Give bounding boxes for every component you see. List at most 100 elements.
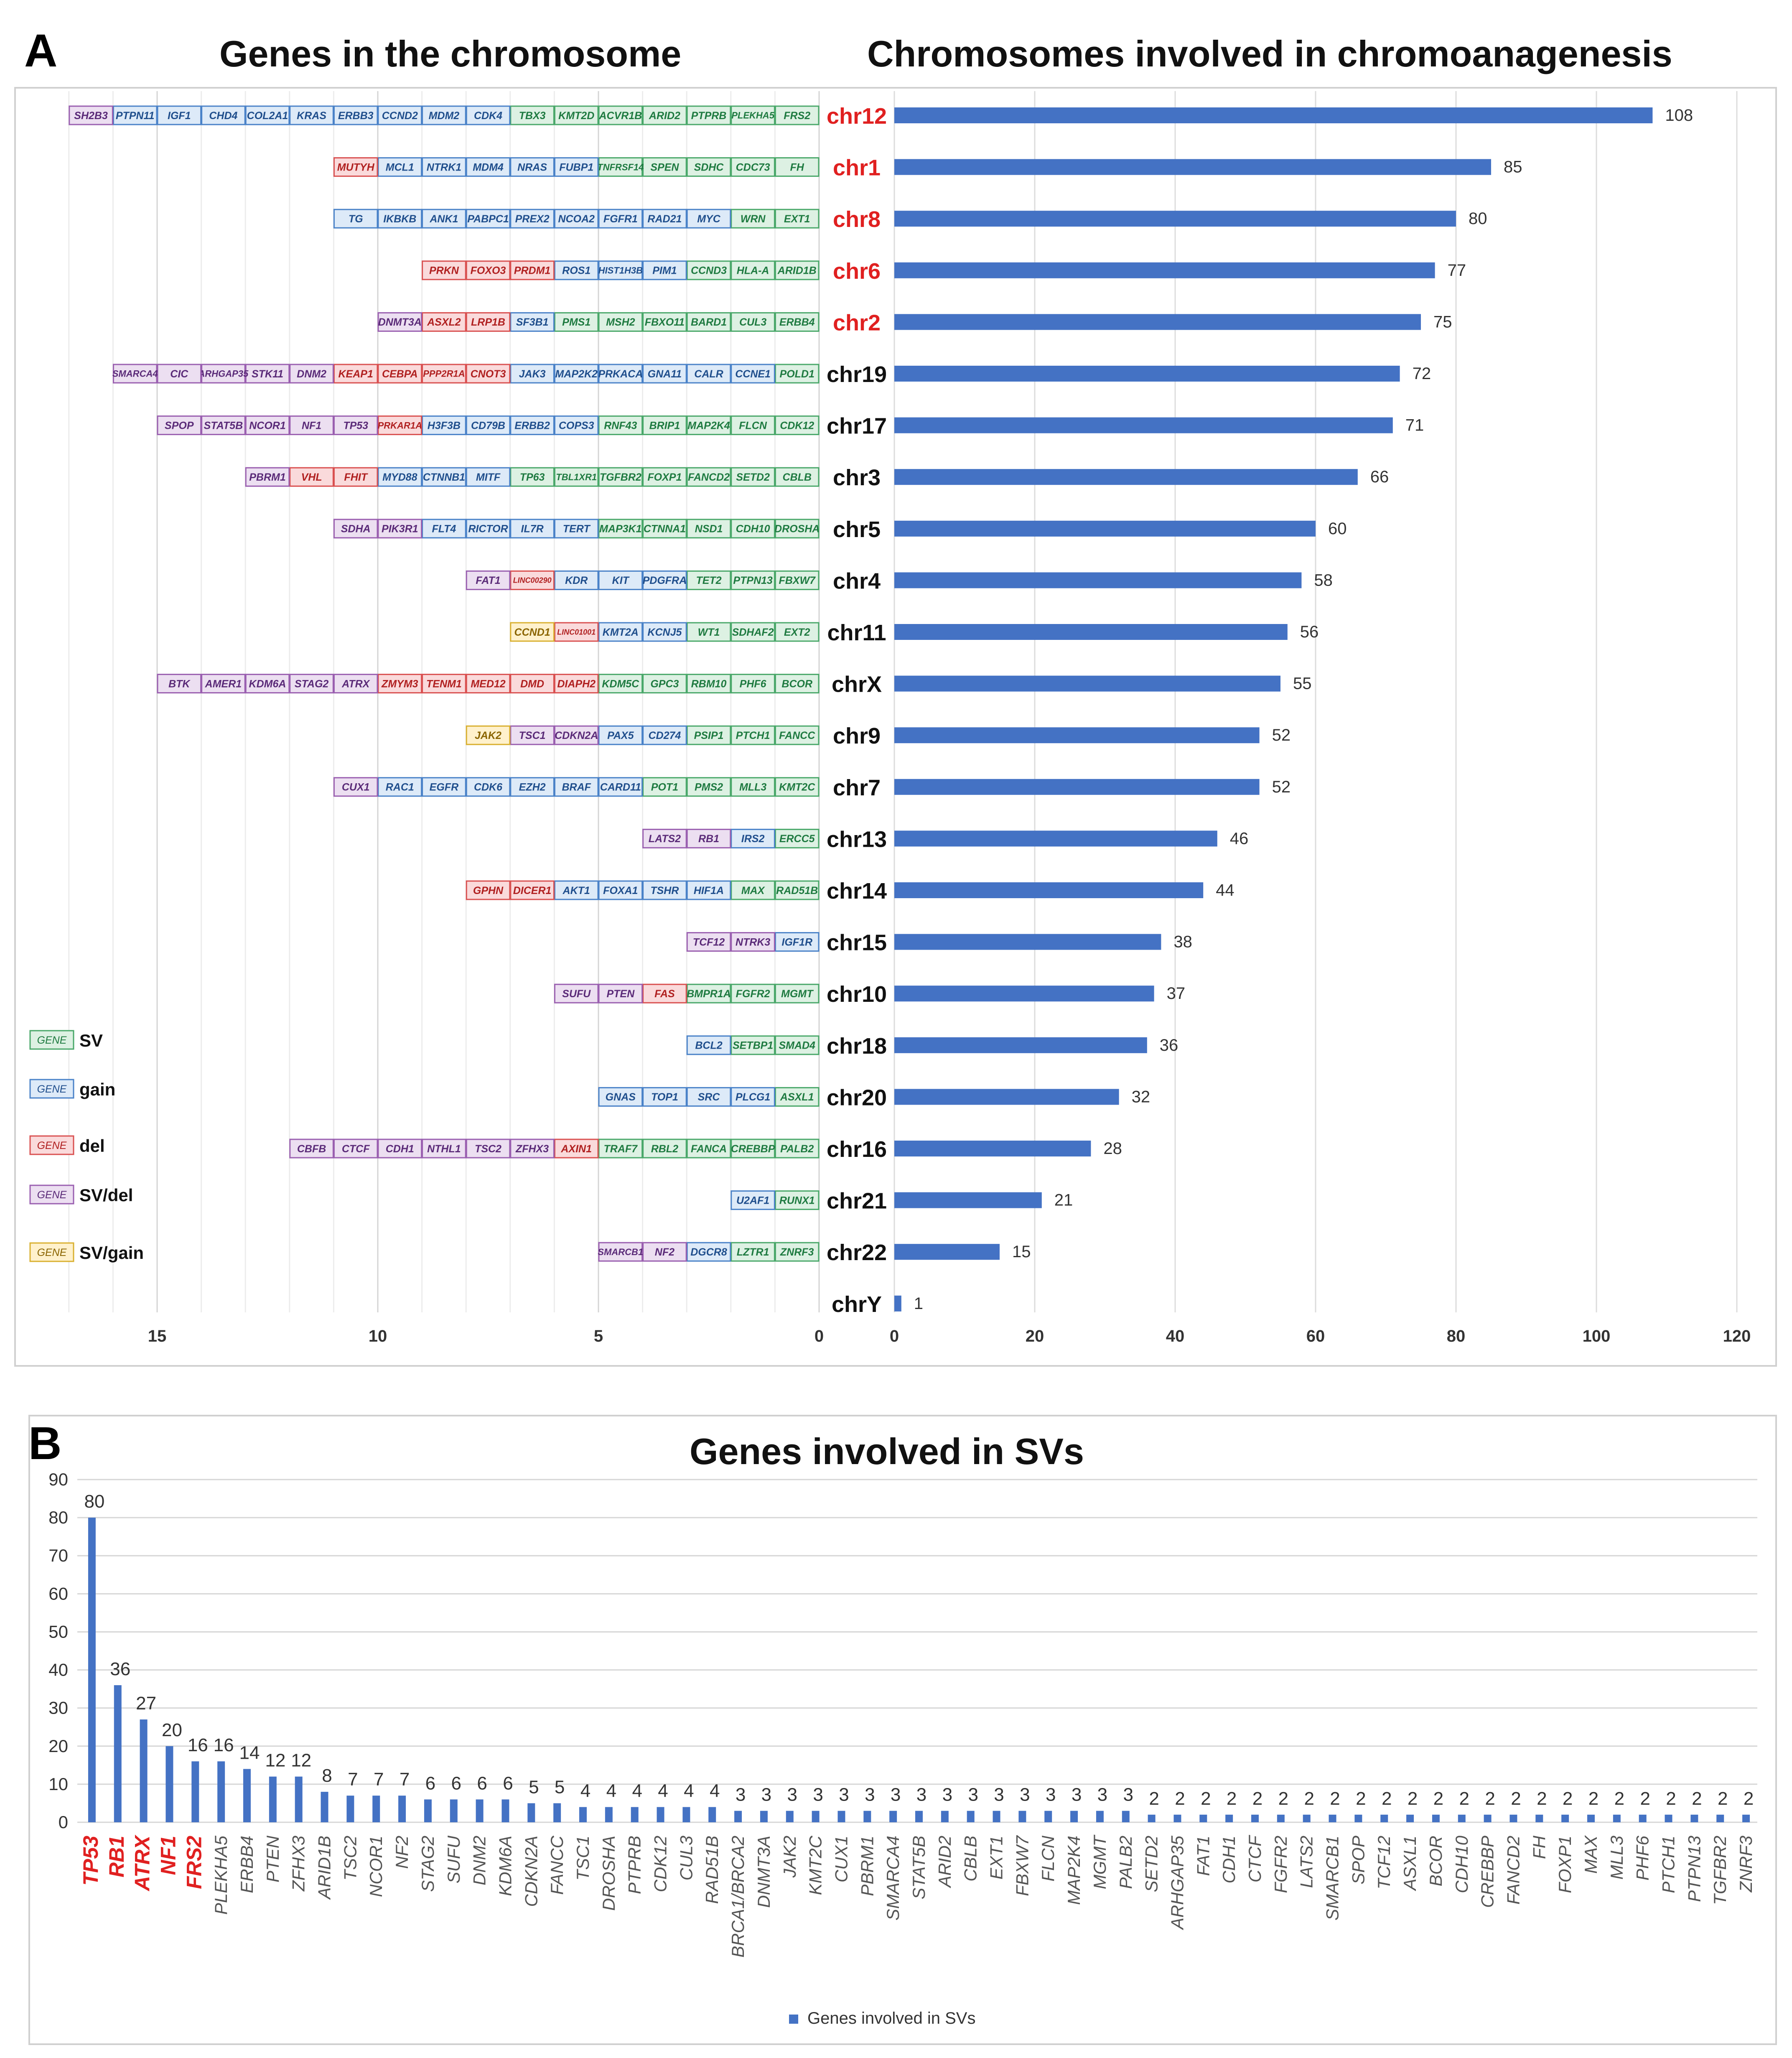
- chromosome-bar: [894, 572, 1302, 588]
- gene-box-label: GPC3: [650, 678, 679, 690]
- gene-box: [731, 1035, 775, 1055]
- gene-box-label: BTK: [168, 678, 191, 690]
- sv-gene-bar-value: 80: [84, 1491, 104, 1512]
- sv-gene-bar: [1225, 1814, 1233, 1822]
- panel-b-letter: B: [28, 1418, 62, 1469]
- sv-gene-bar: [1613, 1814, 1621, 1822]
- gene-box: [333, 519, 378, 539]
- gene-box: [377, 674, 423, 694]
- sv-gene-bar-value: 8: [322, 1765, 332, 1786]
- gene-box-label: TRAF7: [604, 1143, 638, 1155]
- chromoanagenesis-bar-chart: chr12 chr1 chr8 chr6 chr2 chr19 chr17 chr3 chr5 c…: [827, 104, 1751, 1345]
- gene-box-label: FBXO11: [645, 316, 685, 328]
- gene-box: [554, 260, 599, 280]
- gene-status-legend: GENE SV GENE gain GENE del GENE SV/del GENE SV/ga…: [29, 1030, 144, 1263]
- sv-gene-bar: [346, 1796, 354, 1822]
- chromosome-label: chr3: [833, 465, 881, 490]
- sv-gene-bar-value: 12: [265, 1750, 285, 1771]
- gene-box: [642, 622, 687, 642]
- sv-gene-bar-value: 2: [1692, 1788, 1702, 1809]
- gene-box-label: BCL2: [695, 1040, 722, 1052]
- gene-box: [466, 674, 511, 694]
- gene-box: [731, 415, 775, 436]
- chromosome-label: chr12: [827, 104, 887, 129]
- sv-gene-bar-value: 3: [761, 1785, 771, 1805]
- gene-box-label: MSH2: [606, 316, 635, 328]
- gene-box-label: PTPRB: [691, 110, 727, 122]
- gene-box-label: BMPR1A: [687, 988, 731, 1000]
- sv-gene-bar-value: 2: [1485, 1788, 1495, 1809]
- gene-box: [598, 260, 643, 280]
- gene-box: [731, 1190, 775, 1210]
- gene-box: [642, 105, 687, 125]
- gene-box-label: HLA-A: [737, 265, 769, 277]
- grid-layer: [68, 91, 1757, 1823]
- chromosome-bar-value: 56: [1300, 623, 1319, 641]
- sv-gene-bar-value: 7: [348, 1769, 358, 1790]
- chromosome-bar: [894, 469, 1358, 485]
- gene-box: [157, 105, 202, 125]
- gene-box-label: TBX3: [519, 110, 546, 122]
- sv-gene-bar: [1354, 1814, 1362, 1822]
- gene-box: [510, 415, 555, 436]
- chromosome-bar-value: 71: [1405, 416, 1424, 435]
- gene-box-label: VHL: [301, 471, 322, 483]
- chromosome-bar-value: 75: [1433, 313, 1452, 331]
- gene-box: [731, 364, 775, 384]
- gene-box-label: FHIT: [344, 471, 368, 483]
- sv-gene-bar-value: 2: [1433, 1788, 1443, 1809]
- sv-gene-bar-value: 2: [1640, 1788, 1650, 1809]
- sv-gene-bar: [140, 1719, 148, 1822]
- gene-box: [774, 725, 820, 745]
- gene-box: [731, 105, 775, 125]
- gene-box-label: FANCA: [691, 1143, 727, 1155]
- chromosome-label: chr10: [827, 982, 887, 1007]
- gene-box-label: JAK3: [519, 368, 546, 380]
- sv-gene-label: DNM2: [470, 1836, 489, 1885]
- sv-gene-bar-value: 2: [1563, 1788, 1573, 1809]
- sv-gene-bar: [372, 1796, 380, 1822]
- chromosome-bar-value: 66: [1370, 468, 1389, 486]
- sv-gene-label: FAT1: [1193, 1836, 1213, 1876]
- sv-gene-bar-value: 3: [942, 1785, 952, 1805]
- gene-box: [510, 622, 555, 642]
- legend-label: SV/gain: [79, 1243, 144, 1263]
- chromosome-bar: [894, 520, 1316, 537]
- gene-box-label: CTNNA1: [644, 523, 686, 535]
- gene-box: [333, 467, 378, 487]
- chromosome-bar: [894, 1295, 901, 1312]
- sv-gene-bar: [321, 1792, 328, 1822]
- sv-gene-label: MLL3: [1607, 1836, 1627, 1880]
- gene-box: [598, 622, 643, 642]
- chromosome-bar: [894, 314, 1421, 330]
- gene-box: [642, 983, 687, 1004]
- gene-box: [377, 415, 423, 436]
- sv-gene-bar-value: 3: [1020, 1785, 1030, 1805]
- gene-box: [422, 312, 466, 332]
- gene-box-label: CIC: [170, 368, 188, 380]
- gene-box-label: U2AF1: [736, 1195, 769, 1206]
- sv-gene-bar: [631, 1807, 639, 1822]
- gene-box: [686, 1242, 731, 1262]
- gene-box-label: SH2B3: [74, 110, 108, 122]
- gene-box: [554, 519, 599, 539]
- chromosome-bar-value: 60: [1328, 520, 1347, 538]
- sv-gene-bar: [553, 1803, 561, 1822]
- gene-box-label: AKT1: [563, 885, 590, 897]
- gene-box: [598, 1242, 643, 1262]
- sv-gene-label: CDH10: [1452, 1835, 1471, 1893]
- gene-box-label: FBXW7: [779, 575, 816, 586]
- gene-box: [598, 157, 643, 177]
- gene-box-label: TP63: [520, 471, 545, 483]
- gene-box-label: KMT2A: [603, 627, 639, 638]
- legend-swatch: [29, 1184, 74, 1205]
- gene-box-label: HIF1A: [694, 885, 724, 897]
- sv-gene-bar-value: 3: [839, 1785, 849, 1805]
- gene-box-label: FANCD2: [688, 471, 730, 483]
- gene-box-label: PRKACA: [598, 368, 643, 380]
- gene-box: [377, 209, 423, 229]
- gene-box: [642, 828, 687, 848]
- gene-box: [554, 209, 599, 229]
- sv-gene-label: SPOP: [1348, 1836, 1368, 1885]
- gene-box-label: SDHA: [341, 523, 371, 535]
